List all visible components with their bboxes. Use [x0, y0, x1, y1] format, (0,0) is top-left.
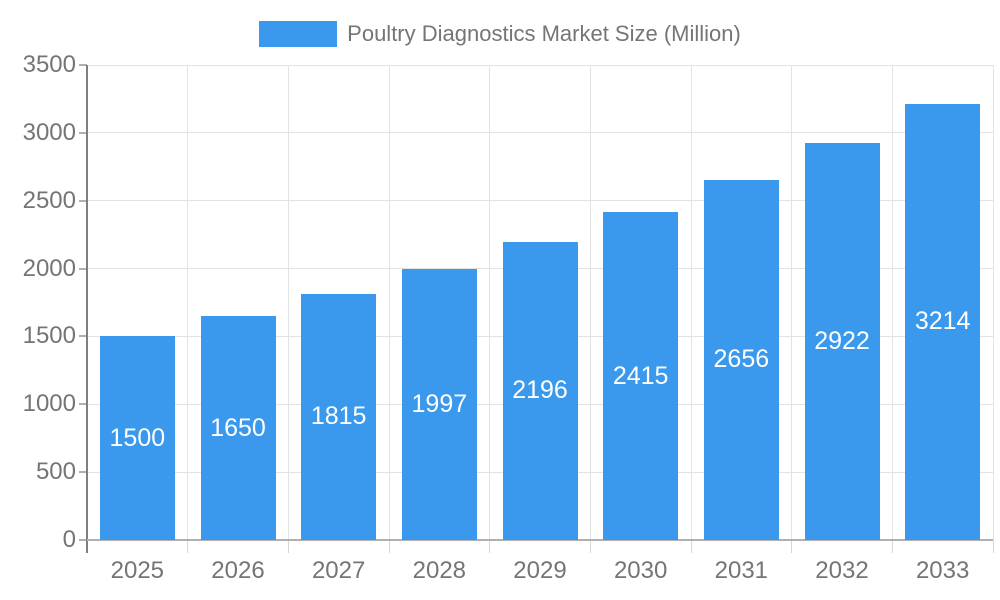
- gridline-vertical: [891, 65, 893, 540]
- y-axis-label: 2000: [22, 254, 76, 282]
- gridline-vertical: [187, 65, 189, 540]
- x-axis-tick: [690, 540, 692, 553]
- bar: [502, 241, 578, 540]
- y-axis-label: 3500: [22, 51, 76, 78]
- x-axis-label: 2025: [110, 557, 165, 584]
- x-axis-tick: [791, 540, 793, 553]
- y-axis-label: 0: [62, 526, 76, 553]
- bar: [804, 143, 880, 540]
- legend-label: Poultry Diagnostics Market Size (Million…: [347, 21, 741, 46]
- y-axis-label: 1500: [22, 322, 76, 350]
- bar: [99, 336, 175, 540]
- bar-value-label: 1815: [310, 402, 367, 431]
- gridline-horizontal: [87, 200, 993, 202]
- x-axis-label: 2032: [815, 557, 869, 584]
- y-axis-label: 500: [35, 458, 76, 486]
- x-axis-label: 2031: [714, 557, 769, 584]
- gridline-vertical: [992, 65, 994, 540]
- bar: [905, 103, 981, 540]
- bar-value-label: 2196: [512, 376, 568, 405]
- bar-value-label: 2656: [713, 345, 770, 374]
- legend-swatch: [259, 21, 338, 47]
- bar-value-label: 1650: [210, 413, 266, 442]
- y-axis-tick: [79, 403, 87, 406]
- bar-value-label: 1997: [411, 389, 468, 418]
- y-axis-label: 2500: [22, 186, 76, 214]
- x-axis-line: [87, 539, 993, 541]
- y-axis-tick: [79, 267, 87, 270]
- gridline-horizontal: [87, 132, 993, 134]
- gridline-vertical: [388, 65, 390, 540]
- x-axis-label: 2030: [613, 557, 668, 584]
- gridline-horizontal: [87, 64, 993, 66]
- x-axis-tick: [589, 540, 591, 553]
- bar-value-label: 3214: [914, 307, 971, 336]
- gridline-vertical: [791, 65, 793, 540]
- gridline-vertical: [690, 65, 692, 540]
- x-axis-tick: [287, 540, 289, 553]
- gridline-vertical: [489, 65, 491, 540]
- y-axis-tick: [79, 539, 87, 541]
- x-axis-label: 2029: [513, 557, 567, 584]
- x-axis-label: 2026: [211, 557, 265, 584]
- y-axis-tick: [79, 335, 87, 338]
- x-axis-tick: [489, 540, 491, 553]
- bar-value-label: 2922: [814, 327, 870, 356]
- gridline-vertical: [287, 65, 289, 540]
- bar: [301, 293, 377, 540]
- bar: [603, 212, 679, 540]
- x-axis-tick: [187, 540, 189, 553]
- x-axis-label: 2028: [412, 557, 467, 584]
- bar-value-label: 2415: [612, 361, 669, 390]
- y-axis-tick: [79, 199, 87, 202]
- y-axis-label: 3000: [22, 118, 76, 146]
- y-axis-label: 1000: [22, 390, 76, 418]
- x-axis-label: 2033: [915, 557, 970, 584]
- x-axis-label: 2027: [311, 557, 366, 584]
- y-axis-tick: [79, 471, 87, 474]
- gridline-vertical: [589, 65, 591, 540]
- y-axis-tick: [79, 64, 87, 66]
- x-axis-tick: [388, 540, 390, 553]
- bar: [401, 268, 477, 540]
- x-axis-tick: [891, 540, 893, 553]
- bar: [200, 316, 276, 540]
- y-axis-tick: [79, 131, 87, 134]
- y-axis-line: [86, 65, 88, 553]
- x-axis-tick: [992, 540, 994, 553]
- legend: Poultry Diagnostics Market Size (Million…: [0, 21, 1000, 47]
- bar-value-label: 1500: [109, 423, 166, 452]
- bar: [703, 179, 779, 540]
